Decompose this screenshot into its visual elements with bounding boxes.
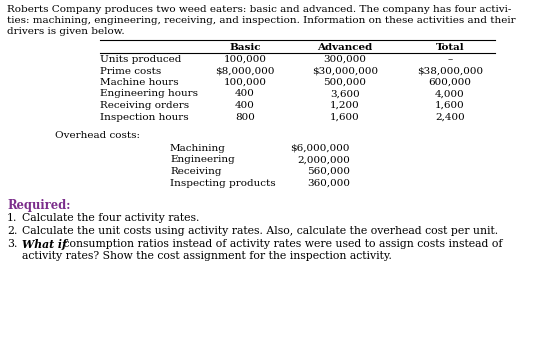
Text: 2.: 2. (7, 226, 18, 236)
Text: Basic: Basic (229, 43, 261, 52)
Text: 800: 800 (235, 112, 255, 121)
Text: Inspection hours: Inspection hours (100, 112, 189, 121)
Text: Units produced: Units produced (100, 55, 181, 64)
Text: 560,000: 560,000 (307, 167, 350, 176)
Text: 500,000: 500,000 (323, 78, 367, 87)
Text: ties: machining, engineering, receiving, and inspection. Information on these ac: ties: machining, engineering, receiving,… (7, 16, 516, 25)
Text: Receiving: Receiving (170, 167, 221, 176)
Text: Total: Total (436, 43, 464, 52)
Text: Required:: Required: (7, 199, 71, 212)
Text: $30,000,000: $30,000,000 (312, 67, 378, 75)
Text: Overhead costs:: Overhead costs: (55, 131, 140, 140)
Text: 300,000: 300,000 (323, 55, 367, 64)
Text: activity rates? Show the cost assignment for the inspection activity.: activity rates? Show the cost assignment… (22, 251, 392, 261)
Text: 2,000,000: 2,000,000 (297, 156, 350, 164)
Text: consumption ratios instead of activity rates were used to assign costs instead o: consumption ratios instead of activity r… (60, 239, 503, 249)
Text: 100,000: 100,000 (224, 78, 266, 87)
Text: drivers is given below.: drivers is given below. (7, 27, 124, 36)
Text: 400: 400 (235, 101, 255, 110)
Text: Machining: Machining (170, 144, 226, 153)
Text: 400: 400 (235, 89, 255, 99)
Text: Prime costs: Prime costs (100, 67, 161, 75)
Text: 600,000: 600,000 (429, 78, 471, 87)
Text: Receiving orders: Receiving orders (100, 101, 189, 110)
Text: Advanced: Advanced (317, 43, 373, 52)
Text: Roberts Company produces two weed eaters: basic and advanced. The company has fo: Roberts Company produces two weed eaters… (7, 5, 511, 14)
Text: 1,600: 1,600 (330, 112, 360, 121)
Text: $8,000,000: $8,000,000 (215, 67, 275, 75)
Text: Machine hours: Machine hours (100, 78, 179, 87)
Text: 4,000: 4,000 (435, 89, 465, 99)
Text: What if: What if (22, 239, 67, 250)
Text: Engineering: Engineering (170, 156, 235, 164)
Text: Calculate the unit costs using activity rates. Also, calculate the overhead cost: Calculate the unit costs using activity … (22, 226, 498, 236)
Text: 1,600: 1,600 (435, 101, 465, 110)
Text: 1.: 1. (7, 213, 18, 223)
Text: 3,600: 3,600 (330, 89, 360, 99)
Text: –: – (447, 55, 453, 64)
Text: 100,000: 100,000 (224, 55, 266, 64)
Text: $6,000,000: $6,000,000 (290, 144, 350, 153)
Text: 3.: 3. (7, 239, 18, 249)
Text: Engineering hours: Engineering hours (100, 89, 198, 99)
Text: $38,000,000: $38,000,000 (417, 67, 483, 75)
Text: 1,200: 1,200 (330, 101, 360, 110)
Text: 2,400: 2,400 (435, 112, 465, 121)
Text: Inspecting products: Inspecting products (170, 178, 276, 188)
Text: 360,000: 360,000 (307, 178, 350, 188)
Text: Calculate the four activity rates.: Calculate the four activity rates. (22, 213, 199, 223)
